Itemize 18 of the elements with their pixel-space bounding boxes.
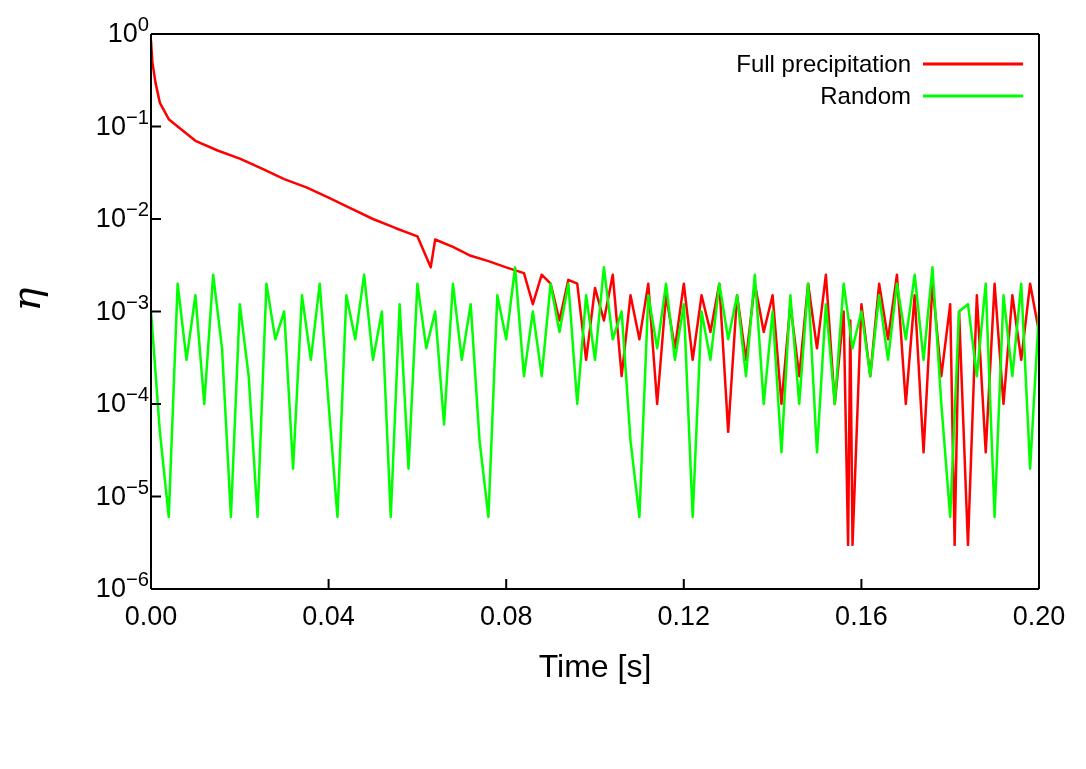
x-tick-label: 0.20 — [1012, 601, 1066, 631]
x-tick-label: 0.04 — [302, 601, 355, 631]
x-tick-label: 0.08 — [479, 601, 533, 631]
x-tick-label: 0.16 — [835, 601, 888, 631]
line-series — [151, 266, 1039, 519]
x-tick-label: 0.12 — [657, 601, 711, 631]
x-axis-title: Time [s] — [538, 648, 652, 684]
y-tick-label: 10$^{−4}$ — [95, 383, 149, 418]
y-tick-label: 10$^{−1}$ — [95, 105, 149, 141]
y-tick-label: 10$^{−5}$ — [95, 475, 149, 511]
y-axis-title: η — [3, 287, 50, 312]
y-tick-label: 10$^{−3}$ — [95, 290, 149, 326]
y-tick-label: 10$^{0}$ — [107, 13, 149, 48]
y-tick-label: 10$^{−2}$ — [95, 198, 149, 233]
y-tick-label: 10$^{−6}$ — [95, 568, 149, 603]
legend-label: Full precipitation — [736, 50, 911, 78]
x-tick-label: 0.00 — [124, 601, 178, 631]
legend-label: Random — [820, 82, 911, 110]
